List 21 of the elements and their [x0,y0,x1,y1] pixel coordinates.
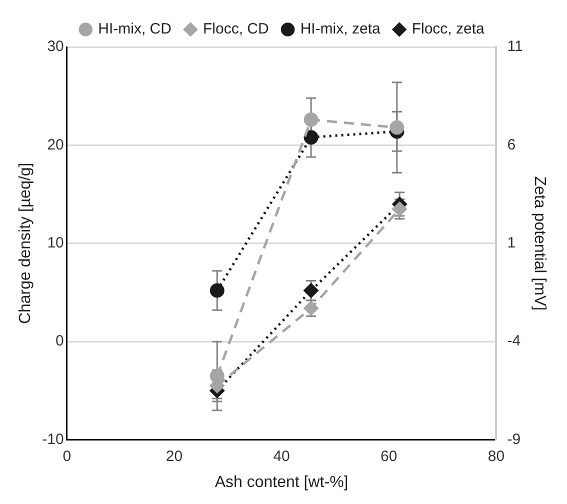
legend-label: Flocc, zeta [412,20,486,38]
y-axis-title: Charge density [µeq/g] [17,162,34,324]
y2-tick-label: -9 [507,430,521,448]
legend-label: HI-mix, zeta [300,20,381,38]
legend-label: HI-mix, CD [98,20,172,38]
y2-tick-label: -4 [507,332,521,350]
y2-tick-label: 1 [507,234,516,252]
legend-label: Flocc, CD [202,20,269,38]
y-tick-label: 10 [47,234,64,252]
x-axis-title: Ash content [wt-%] [214,474,348,491]
y-tick-label: 0 [56,332,64,350]
y2-axis-title: Zeta potential [mV] [530,176,548,311]
y2-tick-label: 6 [507,136,516,154]
y-tick-label: 30 [47,38,64,56]
x-tick-label: 20 [166,448,183,465]
x-tick-label: 80 [488,448,505,465]
y-tick-label: -10 [42,430,64,448]
y-tick-label: 20 [47,136,64,154]
x-tick-label: 60 [380,448,398,465]
x-tick-label: 40 [273,448,290,465]
y2-tick-label: 11 [507,38,523,56]
